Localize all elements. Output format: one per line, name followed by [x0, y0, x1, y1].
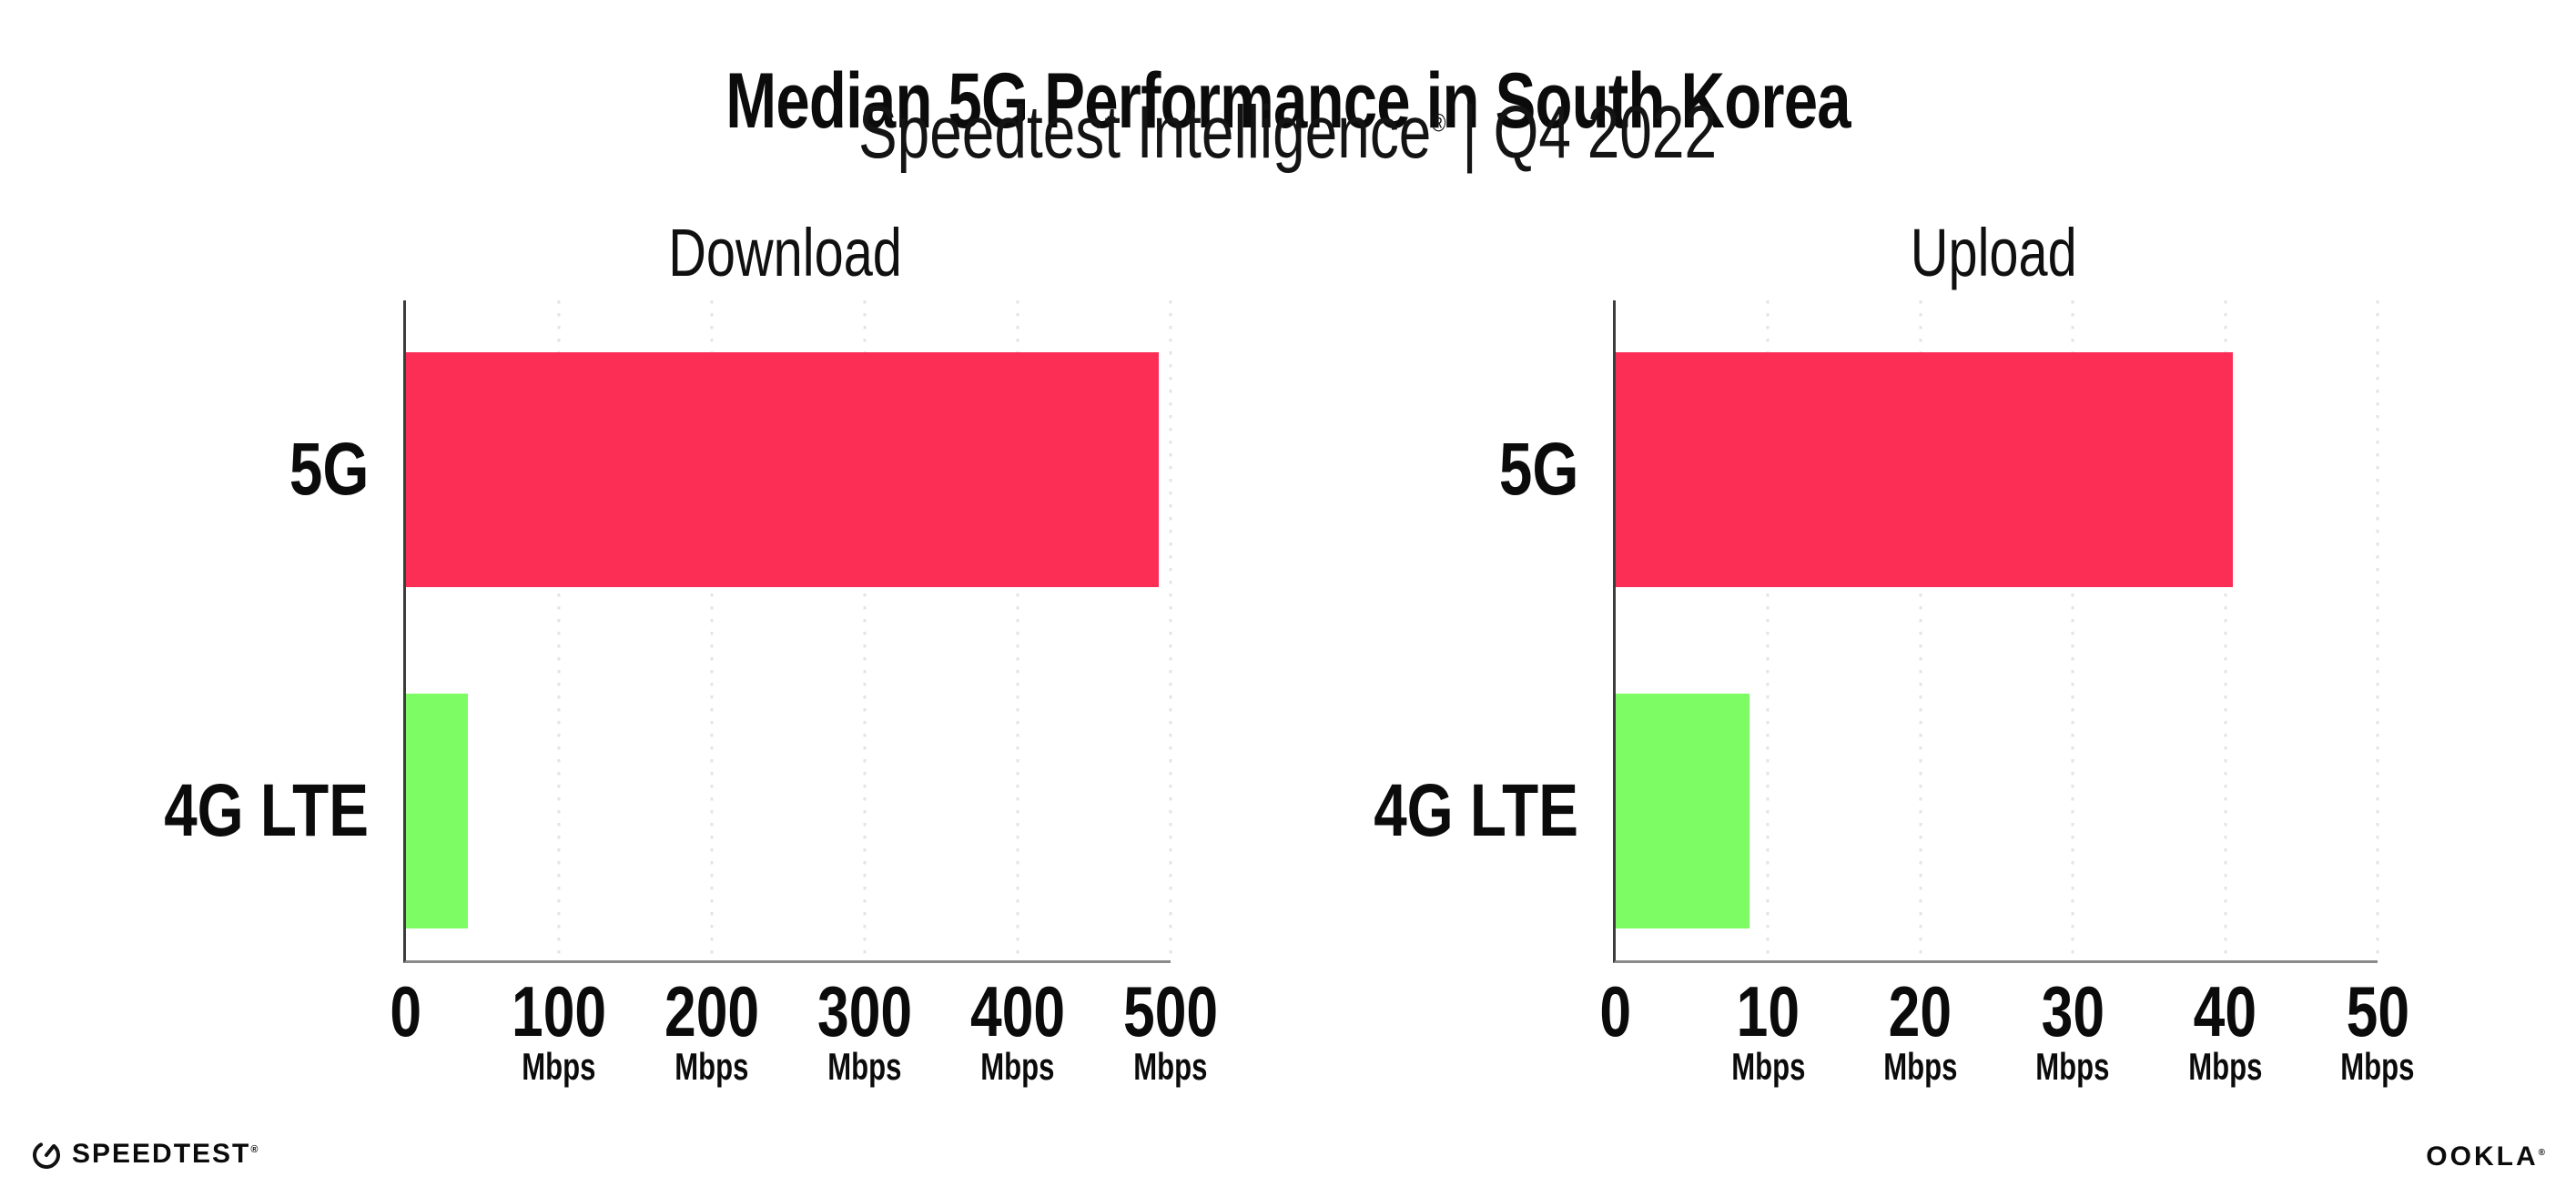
gridline	[2224, 300, 2227, 960]
category-label-5g: 5G	[289, 428, 369, 511]
gridline	[863, 300, 867, 960]
tick-value: 500	[1122, 971, 1219, 1051]
category-label-4g-lte: 4G LTE	[1374, 769, 1578, 852]
x-tick: 400 Mbps	[872, 971, 1163, 1088]
subtitle-brand: Speedtest Intelligence	[858, 91, 1432, 174]
tick-value: 300	[816, 971, 913, 1051]
gridline	[1766, 300, 1770, 960]
x-tick: 0	[1470, 971, 1761, 1051]
tick-value: 50	[2346, 971, 2409, 1051]
x-tick: 0	[260, 971, 552, 1051]
tick-value: 200	[664, 971, 760, 1051]
x-tick: 200 Mbps	[566, 971, 857, 1088]
bar-5g-download	[406, 352, 1159, 587]
upload-chart: Upload 5G 4G LTE 0 10 Mbps 20 Mbps 30	[1374, 217, 2415, 1088]
category-label-5g: 5G	[1498, 428, 1578, 511]
x-tick: 10 Mbps	[1622, 971, 1913, 1088]
gridline	[1919, 300, 1922, 960]
tick-unit: Mbps	[522, 1045, 596, 1088]
tick-unit: Mbps	[827, 1045, 902, 1088]
tick-value: 400	[969, 971, 1066, 1051]
bar-4g-lte-download	[406, 694, 469, 928]
registered-mark: ®	[2538, 1148, 2548, 1158]
x-tick: 300 Mbps	[719, 971, 1010, 1088]
tick-unit: Mbps	[2188, 1045, 2263, 1088]
page-title-text: Median 5G Performance in South Korea	[725, 56, 1851, 145]
tick-value: 30	[2041, 971, 2104, 1051]
page-subtitle: Speedtest Intelligence® | Q4 2022	[0, 91, 2576, 175]
gridline	[2376, 300, 2379, 960]
download-chart-title: Download	[668, 215, 903, 290]
upload-chart-title: Upload	[1911, 215, 2077, 290]
subtitle-period: | Q4 2022	[1445, 91, 1718, 174]
gridline	[557, 300, 561, 960]
x-tick: 500 Mbps	[1025, 971, 1316, 1088]
upload-plot-area: 0 10 Mbps 20 Mbps 30 Mbps 40 Mbps 50 Mbp…	[1600, 300, 2415, 1088]
gridline	[1169, 300, 1172, 960]
tick-unit: Mbps	[1730, 1045, 1805, 1088]
registered-mark: ®	[250, 1144, 260, 1155]
tick-unit: Mbps	[980, 1045, 1055, 1088]
gridline	[710, 300, 714, 960]
tick-unit: Mbps	[1133, 1045, 1208, 1088]
x-tick: 100 Mbps	[413, 971, 705, 1088]
tick-value: 10	[1736, 971, 1800, 1051]
ookla-wordmark: OOKLA	[2426, 1141, 2539, 1172]
registered-mark: ®	[1431, 108, 1446, 137]
tick-unit: Mbps	[2035, 1045, 2110, 1088]
category-label-4g-lte: 4G LTE	[164, 769, 369, 852]
x-tick: 50 Mbps	[2232, 971, 2523, 1088]
tick-unit: Mbps	[2340, 1045, 2415, 1088]
ookla-logo: OOKLA®	[2426, 1141, 2548, 1172]
tick-value: 0	[1599, 971, 1632, 1051]
speedtest-wordmark: SPEEDTEST®	[72, 1139, 260, 1169]
x-tick: 20 Mbps	[1775, 971, 2066, 1088]
x-tick: 40 Mbps	[2080, 971, 2371, 1088]
bar-4g-lte-upload	[1616, 694, 1750, 928]
page-title: Median 5G Performance in South Korea	[0, 58, 2576, 144]
tick-unit: Mbps	[674, 1045, 749, 1088]
download-chart: Download 5G 4G LTE 0 100 Mbps 200 Mbps	[164, 217, 1218, 1088]
tick-value: 20	[1889, 971, 1952, 1051]
bar-5g-upload	[1616, 352, 2233, 587]
tick-value: 100	[511, 971, 607, 1051]
tick-unit: Mbps	[1883, 1045, 1958, 1088]
speedtest-logo: SPEEDTEST®	[30, 1138, 259, 1171]
gridline	[2071, 300, 2074, 960]
speedtest-gauge-icon	[30, 1138, 63, 1171]
tick-value: 40	[2193, 971, 2257, 1051]
x-tick: 30 Mbps	[1927, 971, 2218, 1088]
tick-value: 0	[390, 971, 422, 1051]
download-plot-area: 0 100 Mbps 200 Mbps 300 Mbps 400 Mbps 50…	[390, 300, 1218, 1088]
gridline	[1016, 300, 1019, 960]
